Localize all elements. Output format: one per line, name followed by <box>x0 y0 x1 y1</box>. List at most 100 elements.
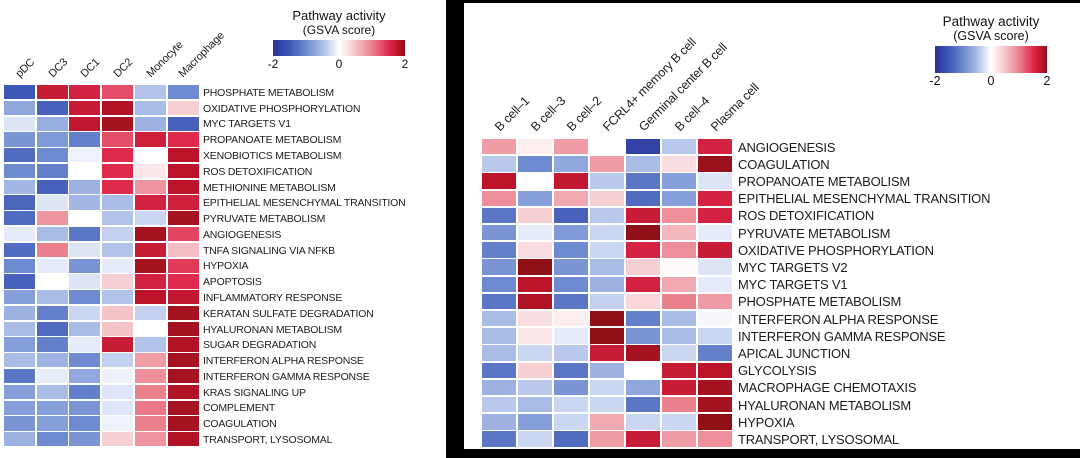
legend-tick-max: 2 <box>1043 74 1051 88</box>
heatmap-cell <box>698 225 733 241</box>
heatmap-cell <box>554 345 589 361</box>
legend-tick-max: 2 <box>401 57 409 71</box>
row-label: INTERFERON ALPHA RESPONSE <box>738 311 939 327</box>
row-label: HYPOXIA <box>738 414 795 430</box>
heatmap-cell <box>590 190 625 206</box>
heatmap-cell <box>102 163 134 179</box>
heatmap-cell <box>4 242 36 257</box>
heatmap-cell <box>482 173 517 189</box>
heatmap-cell <box>134 163 166 179</box>
heatmap-cell <box>590 259 625 275</box>
heatmap-cell <box>69 211 101 226</box>
legend-colorbar <box>273 40 405 56</box>
row-label: ANGIOGENESIS <box>738 139 836 155</box>
row-label: TRANSPORT, LYSOSOMAL <box>738 432 899 448</box>
heatmap-cell <box>518 242 553 258</box>
heatmap-cell <box>102 179 134 194</box>
heatmap-cell <box>36 163 68 179</box>
heatmap-cell <box>698 276 733 292</box>
heatmap-cell <box>36 116 68 131</box>
heatmap-cell <box>4 116 36 131</box>
heatmap-cell <box>36 290 68 305</box>
heatmap-cell <box>590 379 625 396</box>
heatmap-cell <box>36 274 68 289</box>
heatmap-cell <box>102 432 134 447</box>
row-label: COMPLEMENT <box>203 402 276 415</box>
heatmap-cell <box>590 242 625 258</box>
row-label: KRAS SIGNALING UP <box>203 386 306 399</box>
heatmap-cell <box>590 311 625 327</box>
heatmap-cell <box>134 290 166 305</box>
heatmap-cell <box>134 400 166 415</box>
heatmap-cell <box>626 379 661 396</box>
heatmap-cell <box>69 274 101 289</box>
heatmap-cell <box>482 328 517 344</box>
heatmap-cell <box>698 207 733 224</box>
heatmap-cell <box>698 311 733 327</box>
legend-title: Pathway activity <box>292 8 386 23</box>
heatmap-cell <box>554 311 589 327</box>
row-label: TNFA SIGNALING VIA NFKB <box>203 244 335 257</box>
heatmap-cell <box>590 276 625 292</box>
row-label: PROPANOATE METABOLISM <box>203 133 342 146</box>
heatmap-cell <box>662 379 697 396</box>
heatmap-cell <box>518 259 553 275</box>
heatmap-cell <box>69 163 101 179</box>
heatmap-cell <box>36 369 68 384</box>
heatmap-cell <box>102 258 134 273</box>
legend-subtitle: (GSVA score) <box>302 23 376 37</box>
heatmap-cell <box>134 227 166 242</box>
heatmap-cell <box>662 311 697 327</box>
legend-tick-zero: 0 <box>335 57 343 71</box>
heatmap-cell <box>134 274 166 289</box>
heatmap-cell <box>36 321 68 336</box>
row-label: COAGULATION <box>738 156 830 172</box>
legend-tick-min: -2 <box>929 74 941 88</box>
heatmap-cell <box>69 337 101 352</box>
heatmap-cell <box>102 116 134 131</box>
heatmap-cell <box>698 414 733 430</box>
heatmap-cell <box>102 337 134 352</box>
row-label: PHOSPHATE METABOLISM <box>738 294 902 310</box>
row-label: EPITHELIAL MESENCHYMAL TRANSITION <box>203 197 406 210</box>
heatmap-cell <box>698 156 733 172</box>
heatmap-cell <box>69 432 101 447</box>
heatmap-cell <box>554 139 589 155</box>
heatmap-cell <box>134 353 166 368</box>
heatmap-cell <box>69 116 101 131</box>
heatmap-cell <box>518 225 553 241</box>
heatmap-cell <box>4 337 36 352</box>
heatmap-cell <box>482 276 517 292</box>
legend-title: Pathway activity <box>942 14 1040 29</box>
heatmap-cell <box>662 242 697 258</box>
heatmap-cell <box>698 379 733 396</box>
heatmap-cell <box>167 100 199 115</box>
heatmap-cell <box>482 156 517 172</box>
heatmap-cell <box>167 369 199 384</box>
row-label: MYC TARGETS V1 <box>738 277 848 293</box>
heatmap-cell <box>590 225 625 241</box>
heatmap-cell <box>662 328 697 344</box>
heatmap-cell <box>167 274 199 289</box>
heatmap-cell <box>4 258 36 273</box>
heatmap-cell <box>662 190 697 206</box>
heatmap-cell <box>4 227 36 242</box>
heatmap-cell <box>662 362 697 378</box>
heatmap-cell <box>626 225 661 241</box>
heatmap-cell <box>482 225 517 241</box>
heatmap-cell <box>167 227 199 242</box>
heatmap-cell <box>4 195 36 210</box>
heatmap-cell <box>662 414 697 430</box>
heatmap-cell <box>4 416 36 431</box>
heatmap-cell <box>69 179 101 194</box>
heatmap-cell <box>134 432 166 447</box>
heatmap-cell <box>36 211 68 226</box>
heatmap-cell <box>626 156 661 172</box>
heatmap-cell <box>102 100 134 115</box>
heatmap-cell <box>36 85 68 100</box>
heatmap-cell <box>662 276 697 292</box>
heatmap-cell <box>102 416 134 431</box>
heatmap-cell <box>626 362 661 378</box>
heatmap-cell <box>102 132 134 147</box>
heatmap-cell <box>69 400 101 415</box>
